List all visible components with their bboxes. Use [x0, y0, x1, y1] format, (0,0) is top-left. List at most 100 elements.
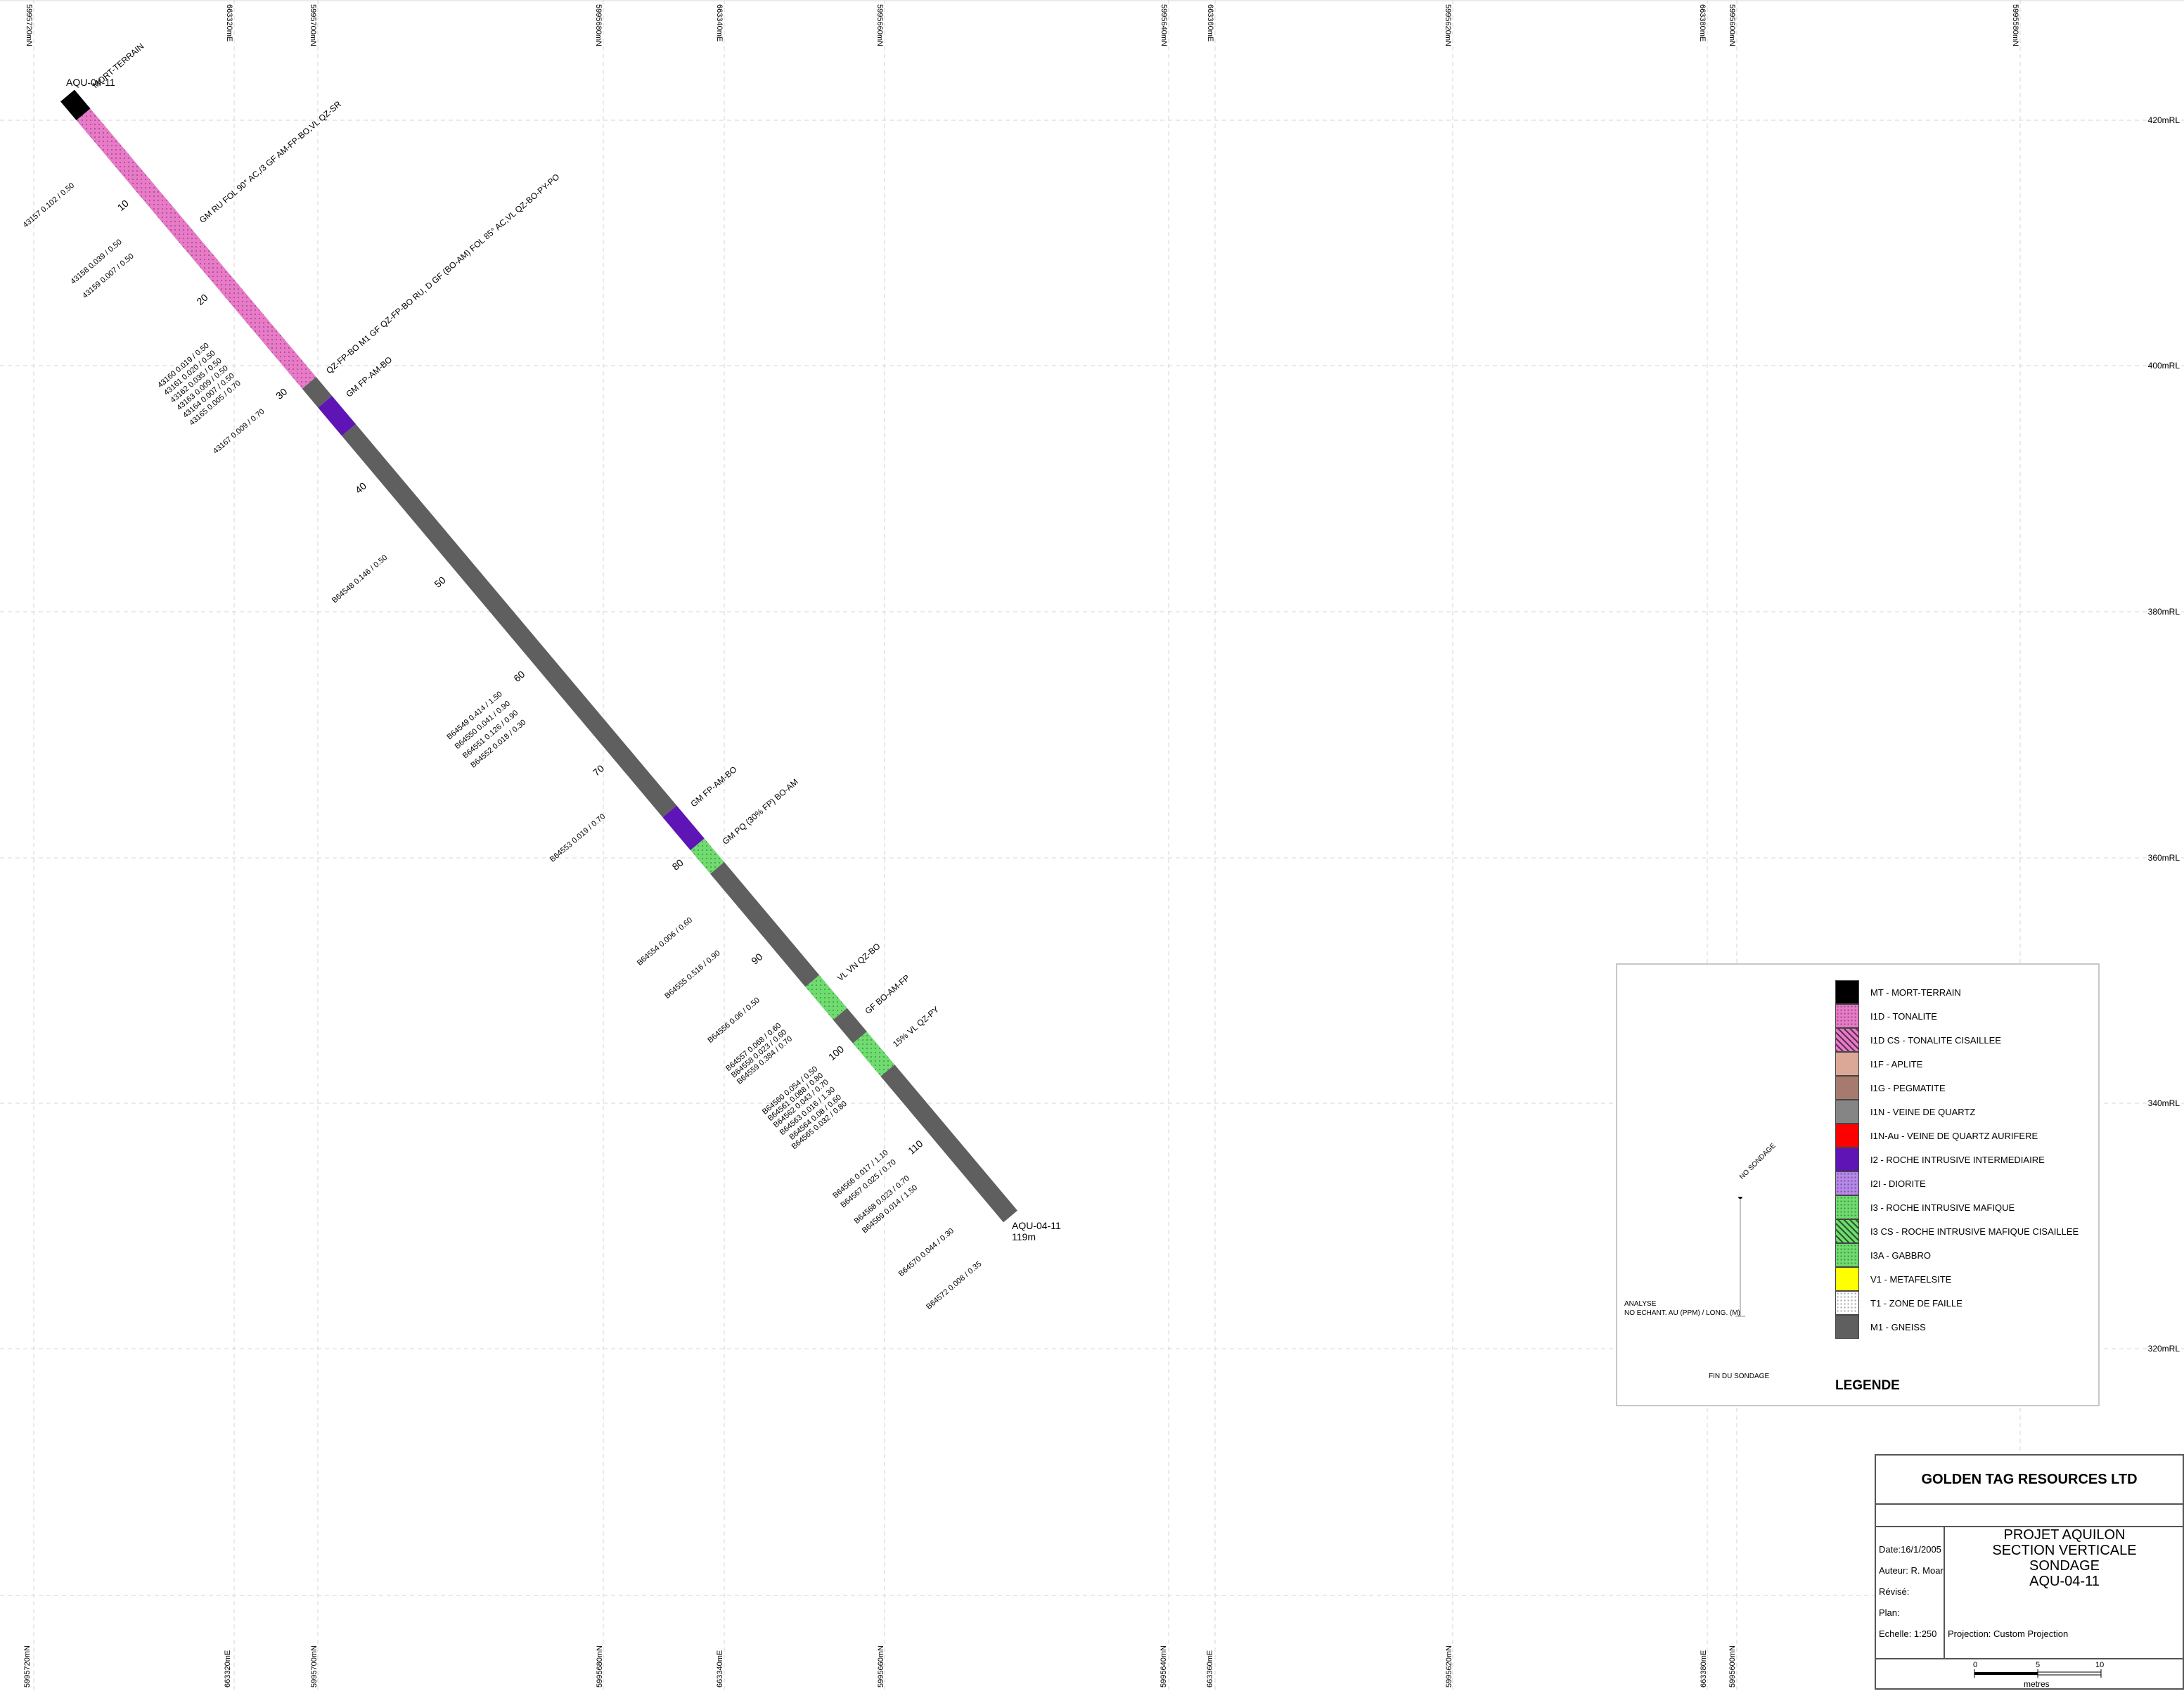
legend-item-m1: M1 - GNEISS — [1835, 1315, 1926, 1339]
legend-item-v1: V1 - METAFELSITE — [1835, 1267, 1951, 1291]
depth-tick-label: 60 — [511, 668, 527, 683]
date-field: Date:16/1/2005 — [1879, 1544, 1941, 1555]
grid-label-top: 5995580mN — [2011, 4, 2019, 46]
legend-swatch — [1835, 1052, 1859, 1076]
legend-item-label: I3 - ROCHE INTRUSIVE MAFIQUE — [1870, 1202, 2015, 1213]
hole-segment-m1 — [880, 1065, 1017, 1223]
legend-item-label: I1N - VEINE DE QUARTZ — [1870, 1106, 1976, 1117]
legend-swatch — [1835, 1028, 1859, 1052]
legend-item-t1: T1 - ZONE DE FAILLE — [1835, 1291, 1963, 1315]
legend-item-label: M1 - GNEISS — [1870, 1321, 1926, 1332]
legend-analyse: ANALYSE — [1624, 1300, 1657, 1308]
hole-segment-i2 — [318, 395, 356, 436]
legend-item-i1g: I1G - PEGMATITE — [1835, 1076, 1946, 1100]
elevation-label: 360mRL — [2148, 853, 2180, 863]
legend-item-label: I2 - ROCHE INTRUSIVE INTERMEDIAIRE — [1870, 1154, 2045, 1165]
grid-label-bottom: 663360mE — [1206, 1650, 1214, 1688]
assay-label: B64554 0.006 / 0.60 — [636, 916, 694, 968]
legend-swatch — [1835, 980, 1859, 1004]
scale-bar — [1974, 1669, 2102, 1678]
legend-swatch — [1835, 1195, 1859, 1219]
scale-field: Echelle: 1:250 — [1879, 1628, 1937, 1639]
drillhole-trace — [60, 89, 1017, 1223]
legend-item-label: V1 - METAFELSITE — [1870, 1273, 1952, 1285]
hole-segment-m1 — [710, 862, 820, 987]
legend-item-label: I1N-Au - VEINE DE QUARTZ AURIFERE — [1870, 1130, 2038, 1141]
hole-segment-pattern — [690, 838, 724, 874]
elevation-label: 320mRL — [2148, 1344, 2180, 1354]
grid-label-bottom: 663380mE — [1700, 1650, 1708, 1688]
grid-label-top: 5995700mN — [309, 4, 317, 46]
legend-item-mt: MT - MORT-TERRAIN — [1835, 980, 1961, 1004]
hole-segment-mt — [60, 89, 91, 121]
grid-label-bottom: 5995660mN — [877, 1645, 885, 1688]
legend-item-i1nau: I1N-Au - VEINE DE QUARTZ AURIFERE — [1835, 1124, 2038, 1148]
depth-tick-label: 90 — [749, 951, 764, 966]
scalebar-tick-10: 10 — [2095, 1661, 2105, 1669]
grid-label-bottom: 5995640mN — [1160, 1645, 1168, 1688]
depth-tick-label: 20 — [194, 292, 210, 307]
legend-panel: MT - MORT-TERRAIN I1D - TONALITE I1D CS - … — [1616, 963, 2100, 1406]
legend-swatch — [1835, 1315, 1859, 1339]
elevation-label: 420mRL — [2148, 115, 2180, 125]
hole-name-end: AQU-04-11 — [1012, 1220, 1061, 1231]
legend-item-i3: I3 - ROCHE INTRUSIVE MAFIQUE — [1835, 1195, 2015, 1219]
lithology-description: 15% VL QZ-PY — [891, 1004, 941, 1049]
legend-item-i1f: I1F - APLITE — [1835, 1052, 1922, 1076]
depth-tick-label: 30 — [274, 386, 289, 401]
legend-item-i1d: I1D - TONALITE — [1835, 1004, 1937, 1028]
legend-item-i3a: I3A - GABBRO — [1835, 1243, 1931, 1267]
grid-label-top: 5995720mN — [25, 4, 33, 46]
legend-swatch — [1835, 1100, 1859, 1124]
project-title: PROJET AQUILON SECTION VERTICALE SONDAGE… — [1992, 1527, 2137, 1589]
lithology-description: GM RU FOL 90° AC,/3 GF AM-FP-BO,VL QZ-SR — [198, 99, 343, 225]
legend-item-i1dcs: I1D CS - TONALITE CISAILLEE — [1835, 1028, 2001, 1052]
grid-label-bottom: 663340mE — [716, 1650, 724, 1688]
hole-segment-m1 — [342, 424, 677, 818]
hole-segment-pattern — [852, 1032, 895, 1077]
hole-end-depth: 119m — [1012, 1231, 1036, 1242]
grid-label-top: 5995660mN — [875, 4, 884, 46]
legend-fin-du-sondage: FIN DU SONDAGE — [1709, 1373, 1770, 1380]
assay-label: B64548 0.146 / 0.50 — [330, 553, 389, 605]
legend-swatch — [1835, 1148, 1859, 1171]
grid-label-bottom: 5995600mN — [1728, 1645, 1737, 1688]
grid-label-top: 5995640mN — [1160, 4, 1168, 46]
legend-item-label: I3A - GABBRO — [1870, 1249, 1931, 1261]
lithology-description: GF BO-AM-FP — [863, 972, 911, 1016]
legend-item-label: I1D - TONALITE — [1870, 1010, 1937, 1022]
lithology-description: GM FP-AM-BO — [689, 764, 739, 809]
grid-label-bottom: 5995720mN — [23, 1645, 32, 1688]
revised-field: Révisé: — [1879, 1586, 1910, 1597]
grid-label-top: 5995620mN — [1444, 4, 1452, 46]
scalebar-unit: metres — [2024, 1679, 2050, 1689]
assay-label: B64553 0.019 / 0.70 — [548, 812, 607, 863]
depth-tick-label: 50 — [432, 574, 447, 589]
assay-label: B64555 0.516 / 0.90 — [663, 949, 721, 1000]
grid-label-top: 5995600mN — [1728, 4, 1736, 46]
depth-tick-label: 40 — [353, 480, 368, 495]
assay-label: 43158 0.039 / 0.50 — [69, 238, 124, 286]
elevation-label: 400mRL — [2148, 361, 2180, 371]
depth-tick-label: 70 — [591, 762, 606, 778]
plan-field: Plan: — [1879, 1607, 1900, 1618]
legend-item-label: I2I - DIORITE — [1870, 1178, 1926, 1189]
assay-label: B64556 0.06 / 0.50 — [706, 996, 762, 1044]
assay-label: 43157 0.102 / 0.50 — [22, 181, 77, 230]
depth-tick-label: 10 — [115, 198, 131, 213]
depth-tick-label: 80 — [670, 856, 686, 872]
legend-swatch — [1835, 1076, 1859, 1100]
grid-label-bottom: 5995620mN — [1445, 1645, 1453, 1688]
scalebar-tick-0: 0 — [1973, 1661, 1978, 1669]
legend-swatch — [1835, 1243, 1859, 1267]
hole-segment-pattern — [76, 108, 316, 389]
grid-label-top: 663360mE — [1206, 4, 1214, 41]
assay-label: 43167 0.009 / 0.70 — [212, 407, 266, 456]
projection-field: Projection: Custom Projection — [1948, 1628, 2069, 1639]
elevation-label: 340mRL — [2148, 1098, 2180, 1108]
legend-key-diagram — [1735, 1197, 1745, 1317]
lithology-description: GM FP-AM-BO — [344, 354, 394, 399]
legend-item-label: I1G - PEGMATITE — [1870, 1082, 1946, 1093]
